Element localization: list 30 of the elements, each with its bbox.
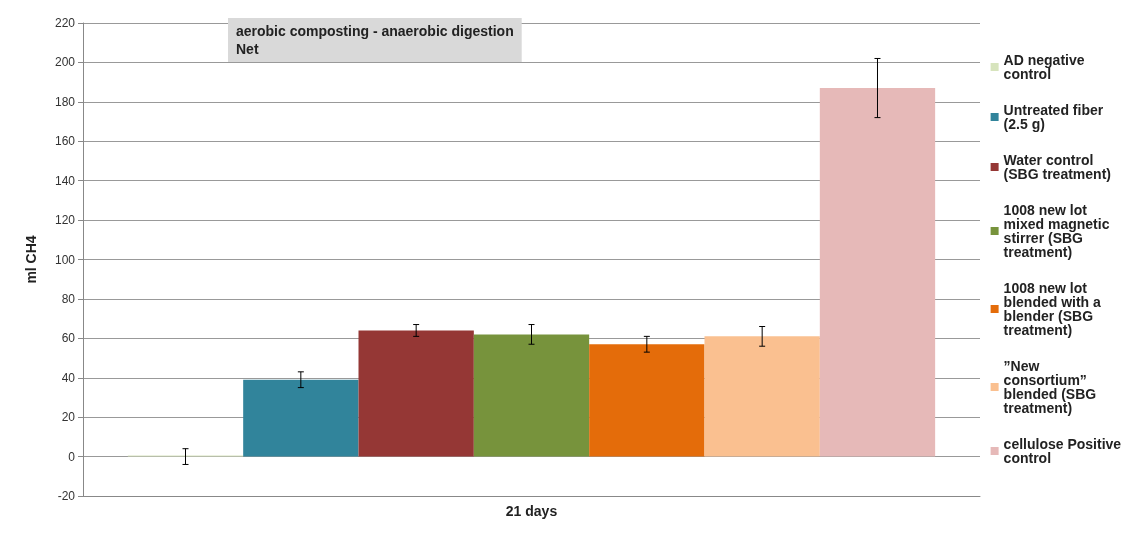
y-tick-label: 60 [61,331,76,346]
y-tick-label: 180 [54,94,76,109]
y-tick-label: 20 [61,410,76,425]
y-tick-label: 140 [54,173,76,188]
y-axis-title: ml CH4 [23,235,39,284]
chart-title: aerobic composting - anaerobic digestion [236,23,514,39]
legend-label: Water control (SBG treatment) [1003,152,1111,182]
legend-label: 1008 new lot blended with a blender (SBG treatment) [1003,280,1105,338]
legend-label: AD negative control [1003,52,1089,82]
y-tick-label: 40 [61,370,76,385]
bar [589,344,705,457]
bar [473,334,590,457]
y-tick-label: -20 [57,489,76,503]
bar [243,379,359,457]
bar [358,330,474,457]
legend-label: Untreated fiber (2.5 g) [1003,102,1108,132]
y-tick-label: 100 [54,252,76,267]
y-tick-label: 120 [54,213,76,228]
legend-label: ”New consortium” blended (SBG treatment) [1003,358,1101,416]
y-tick-label: 200 [54,55,76,70]
y-tick-label: 160 [54,134,76,149]
x-tick-label: 21 days [505,503,558,519]
y-tick-label: 80 [61,291,76,306]
y-tick-label: 0 [68,449,76,464]
text: Net [236,41,259,57]
y-tick-label: 220 [54,16,76,30]
bar [819,88,936,457]
bar [704,336,820,457]
legend-label: 1008 new lot mixed magnetic stirrer (SBG treatment) [1003,202,1114,260]
legend-label: cellulose Positive control [1003,436,1125,466]
